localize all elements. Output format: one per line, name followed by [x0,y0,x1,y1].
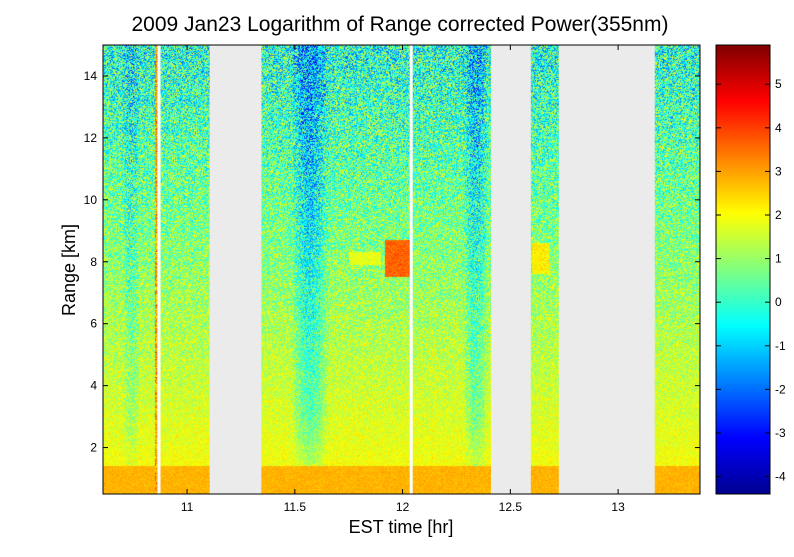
y-tick-label: 8 [90,255,97,269]
colorbar-tick-label: -4 [775,470,786,484]
no-data-regions [209,45,655,494]
colorbar-tick-label: 1 [775,252,782,266]
colorbar-tick-label: 0 [775,295,782,309]
y-tick-label: 4 [90,379,97,393]
no-data-region [558,45,655,494]
colorbar: -4 -3 -2 -1 0 1 2 3 4 5 [715,44,786,495]
y-tick-label: 12 [84,131,98,145]
x-tick-label: 11 [181,500,194,514]
colorbar-tick-label: -1 [775,339,786,353]
y-tick-label: 2 [90,441,97,455]
y-tick-label: 14 [84,69,98,83]
no-data-region [209,45,262,494]
colorbar-tick-label: 2 [775,208,782,222]
no-data-region [490,45,531,494]
y-tick-label: 6 [90,317,97,331]
colorbar-tick-label: -2 [775,382,786,396]
x-axis: 11 11.5 12 12.5 13 [181,45,625,514]
colorbar-gradient [716,45,770,494]
white-gap-lines [157,45,413,494]
colorbar-tick-label: 4 [775,121,782,135]
colorbar-tick-label: -3 [775,426,786,440]
y-axis: 2 4 6 8 10 12 14 [84,69,700,455]
x-tick-label: 12.5 [499,500,523,514]
x-tick-label: 12 [396,500,410,514]
colorbar-tick-label: 5 [775,77,782,91]
colorbar-tick-label: 3 [775,164,782,178]
y-axis-label: Range [km] [59,224,79,316]
plot-frame [102,44,701,495]
x-axis-label: EST time [hr] [349,517,454,537]
x-tick-label: 13 [611,500,625,514]
y-tick-label: 10 [84,193,98,207]
chart-title: 2009 Jan23 Logarithm of Range corrected … [132,13,669,36]
plot-area [103,45,700,494]
colorbar-ticks: -4 -3 -2 -1 0 1 2 3 4 5 [716,77,786,484]
white-gap-line [157,45,161,494]
colorbar-frame [715,44,771,495]
x-tick-label: 11.5 [284,500,307,514]
white-gap-line [409,45,413,494]
